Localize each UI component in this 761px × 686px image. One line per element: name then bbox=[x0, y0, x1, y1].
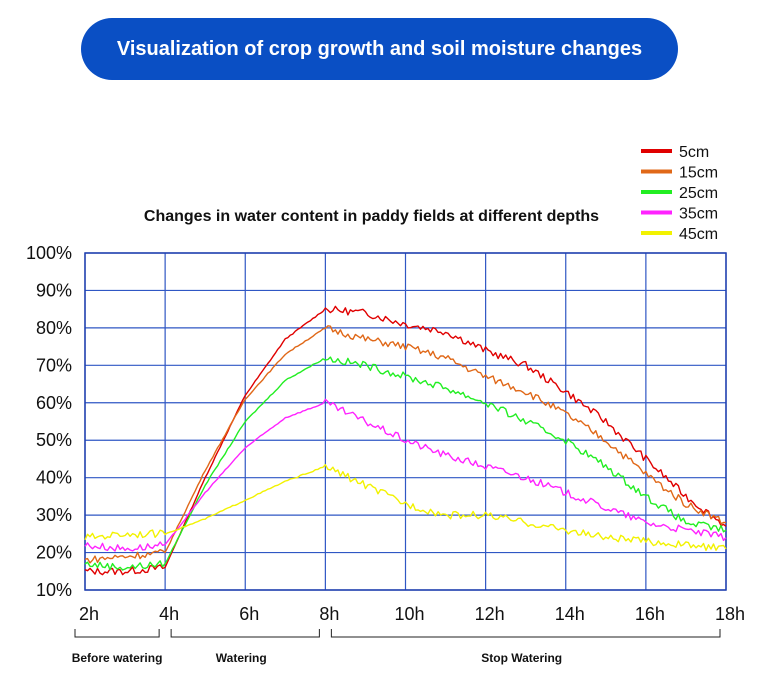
y-tick-label: 60% bbox=[36, 393, 72, 413]
legend-label-35cm: 35cm bbox=[679, 206, 718, 223]
page-title-banner: Visualization of crop growth and soil mo… bbox=[81, 18, 678, 80]
chart-series-lines bbox=[84, 305, 727, 576]
y-tick-label: 70% bbox=[36, 355, 72, 375]
y-tick-label: 30% bbox=[36, 505, 72, 525]
x-tick-label: 14h bbox=[555, 604, 585, 624]
phase-label: Watering bbox=[216, 651, 267, 665]
series-line-45cm bbox=[84, 464, 727, 552]
phase-bracket bbox=[330, 629, 721, 638]
y-tick-label: 40% bbox=[36, 468, 72, 488]
x-tick-label: 2h bbox=[79, 604, 99, 624]
x-tick-label: 10h bbox=[394, 604, 424, 624]
series-line-25cm bbox=[84, 356, 727, 571]
plot-border bbox=[84, 252, 727, 591]
legend-label-15cm: 15cm bbox=[679, 165, 718, 182]
y-tick-label: 10% bbox=[36, 580, 72, 600]
chart-title: Changes in water content in paddy fields… bbox=[144, 208, 599, 225]
phase-bracket bbox=[74, 629, 160, 638]
legend-label-25cm: 25cm bbox=[679, 185, 718, 202]
x-tick-label: 12h bbox=[475, 604, 505, 624]
legend-label-45cm: 45cm bbox=[679, 226, 718, 243]
chart-legend: 5cm 15cm 25cm 35cm 45cm bbox=[641, 144, 718, 243]
phase-label: Stop Watering bbox=[481, 651, 562, 665]
series-line-35cm bbox=[84, 398, 727, 552]
y-tick-label: 100% bbox=[26, 243, 72, 263]
chart-grid bbox=[84, 252, 727, 591]
x-tick-label: 18h bbox=[715, 604, 745, 624]
chart-phases: Before watering Watering Stop Watering bbox=[72, 629, 721, 665]
series-line-15cm bbox=[84, 325, 727, 564]
x-tick-label: 4h bbox=[159, 604, 179, 624]
y-tick-label: 20% bbox=[36, 543, 72, 563]
y-tick-label: 80% bbox=[36, 318, 72, 338]
x-tick-label: 16h bbox=[635, 604, 665, 624]
legend-label-5cm: 5cm bbox=[679, 144, 709, 161]
phase-bracket bbox=[170, 629, 320, 638]
series-line-5cm bbox=[84, 305, 727, 576]
phase-label: Before watering bbox=[72, 651, 163, 665]
x-tick-label: 8h bbox=[319, 604, 339, 624]
y-tick-label: 90% bbox=[36, 280, 72, 300]
y-tick-label: 50% bbox=[36, 430, 72, 450]
page-title: Visualization of crop growth and soil mo… bbox=[116, 37, 643, 60]
x-tick-label: 6h bbox=[239, 604, 259, 624]
chart-axes: 10% 20% 30% 40% 50% 60% 70% 80% 90% 100% 2h 4h 6h 8h 1… bbox=[26, 243, 745, 624]
